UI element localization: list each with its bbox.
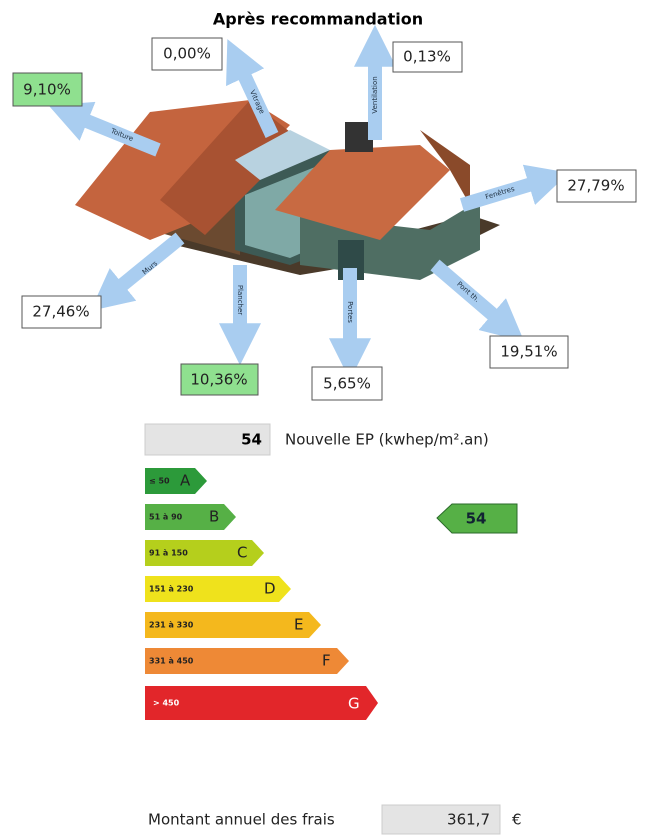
value: 0,00% [163,45,211,63]
band-letter: G [348,695,360,713]
band-letter: B [209,508,219,526]
band-range: 231 à 330 [149,621,194,630]
arrow-label: Ventilation [371,76,379,113]
band-letter: D [264,580,276,598]
band-range: 151 à 230 [149,585,194,594]
ep-label: Nouvelle EP (kwhep/m².an) [285,431,489,449]
rating-value: 54 [466,510,487,528]
band-letter: C [237,544,247,562]
band-range: ≤ 50 [149,477,170,486]
cost-label: Montant annuel des frais [148,811,335,829]
arrow-label: Portes [346,301,354,323]
band-range: > 450 [153,699,180,708]
value: 27,46% [32,303,89,321]
band-range: 331 à 450 [149,657,194,666]
value: 10,36% [190,371,247,389]
arrow-label: Plancher [236,285,244,315]
energy-scale: ≤ 50 A 51 à 90 B 91 à 150 C 151 à 230 D … [145,468,378,720]
value: 0,13% [403,48,451,66]
band-letter: A [180,472,191,490]
band-letter: F [322,652,331,670]
band-letter: E [294,616,303,634]
band [145,686,378,720]
house-illustration [75,100,500,280]
value: 27,79% [567,177,624,195]
ep-value: 54 [241,431,262,449]
value: 19,51% [500,343,557,361]
value: 5,65% [323,375,371,393]
title: Après recommandation [213,10,423,29]
value: 9,10% [23,81,71,99]
band-range: 51 à 90 [149,513,183,522]
band-range: 91 à 150 [149,549,188,558]
cost-value: 361,7 [447,811,490,829]
cost-unit: € [512,811,522,829]
page: Après recommandation Toiture Ventilation… [0,0,646,836]
